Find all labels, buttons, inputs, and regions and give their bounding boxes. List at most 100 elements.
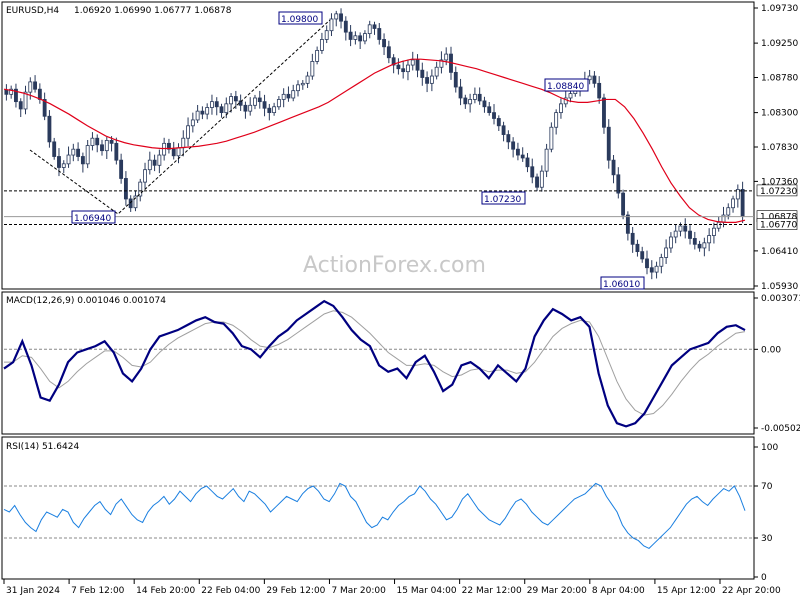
macd-tick-label: 0.003071 xyxy=(761,294,800,304)
macd-chart xyxy=(3,299,754,428)
moving-average-line xyxy=(3,58,746,223)
candle-body xyxy=(611,159,616,176)
candle-body xyxy=(315,50,320,62)
ohlc-readout: 1.06920 1.06990 1.06777 1.06878 xyxy=(74,6,232,16)
candle-body xyxy=(348,31,353,40)
candle-body xyxy=(525,157,530,168)
candle-body xyxy=(133,195,138,209)
x-tick-label: 22 Feb 04:00 xyxy=(201,586,260,596)
annotation-1.06940-box xyxy=(71,210,116,224)
candle-body xyxy=(382,39,386,48)
candle-body xyxy=(372,24,377,29)
candle-body xyxy=(4,89,9,95)
price-tick-label: 1.07360 xyxy=(761,177,798,187)
candle-body xyxy=(18,101,23,110)
annotation-1.06940-text: 1.06940 xyxy=(74,214,111,224)
candle-body xyxy=(248,104,253,112)
price-panel-frame xyxy=(1,1,755,290)
candle-body xyxy=(654,265,659,273)
candle-body xyxy=(711,227,716,236)
annotation-1.07230-box xyxy=(481,191,526,205)
candle-body xyxy=(559,103,563,114)
price-tick-label: 1.06410 xyxy=(761,247,798,257)
rsi-tick-label: 100 xyxy=(761,443,778,453)
candle-body xyxy=(434,66,439,77)
candle-body xyxy=(171,148,176,157)
candle-body xyxy=(339,13,343,22)
candle-body xyxy=(535,176,539,188)
candle-body xyxy=(319,39,324,51)
candle-body xyxy=(119,159,124,179)
candle-body xyxy=(291,90,296,99)
candle-body xyxy=(281,93,286,100)
candle-body xyxy=(520,154,525,159)
candle-body xyxy=(635,243,640,253)
candle-body xyxy=(406,64,410,73)
candle-body xyxy=(606,126,611,161)
candle-body xyxy=(276,99,281,108)
candle-body xyxy=(649,267,654,273)
annotation-1.08840-box xyxy=(544,78,589,92)
candle-body xyxy=(444,53,449,61)
candle-body xyxy=(515,148,520,156)
candle-body xyxy=(90,137,95,146)
candle-body xyxy=(66,154,71,165)
candle-body xyxy=(472,93,477,100)
price-level-tag: 1.07230 xyxy=(760,187,797,197)
candle-body xyxy=(224,103,229,114)
rsi-tick-label: 70 xyxy=(761,482,773,492)
candle-body xyxy=(334,13,339,20)
candle-body xyxy=(123,178,128,200)
x-tick-label: 22 Mar 12:00 xyxy=(462,586,522,596)
candle-body xyxy=(673,230,678,238)
candle-body xyxy=(152,159,157,166)
candle-body xyxy=(343,20,348,33)
annotation-1.08840-text: 1.08840 xyxy=(547,82,584,92)
candle-body xyxy=(329,18,334,32)
x-tick-label: 29 Mar 20:00 xyxy=(527,586,587,596)
candle-body xyxy=(128,198,133,209)
candle-body xyxy=(420,69,425,78)
candle-body xyxy=(477,93,482,102)
rsi-tick-label: 30 xyxy=(761,534,773,544)
candle-body xyxy=(664,247,669,258)
candle-body xyxy=(563,97,568,105)
candle-body xyxy=(176,147,181,157)
price-tick-label: 1.09730 xyxy=(761,4,798,14)
candle-body xyxy=(735,189,740,200)
macd-signal-line xyxy=(4,310,746,416)
candle-body xyxy=(61,163,66,168)
candle-body xyxy=(511,141,516,150)
macd-label: MACD(12,26,9) 0.001046 0.001074 xyxy=(6,296,166,306)
candle-body xyxy=(597,82,602,99)
macd-line xyxy=(3,299,746,428)
macd-tick-label: -0.005025 xyxy=(761,424,800,434)
candle-body xyxy=(367,24,372,35)
candle-body xyxy=(296,84,300,92)
candle-body xyxy=(363,33,367,42)
candle-body xyxy=(721,214,726,223)
annotation-1.09800-box xyxy=(278,11,323,25)
trend-lines xyxy=(29,19,331,215)
candle-body xyxy=(463,97,468,105)
x-tick-label: 29 Feb 12:00 xyxy=(266,586,325,596)
price-tick-label: 1.08780 xyxy=(761,74,798,84)
candle-body xyxy=(229,96,234,105)
x-tick-label: 15 Mar 04:00 xyxy=(397,586,457,596)
candle-body xyxy=(80,156,85,165)
candle-body xyxy=(487,106,492,114)
candle-body xyxy=(238,100,243,106)
candle-body xyxy=(602,97,606,128)
candle-body xyxy=(640,251,645,260)
candle-body xyxy=(233,96,238,102)
rsi-chart xyxy=(3,482,754,550)
x-tick-label: 7 Mar 20:00 xyxy=(331,586,386,596)
candle-body xyxy=(57,156,61,168)
candle-body xyxy=(138,181,143,197)
candle-body xyxy=(678,225,683,232)
rsi-label: RSI(14) 51.6424 xyxy=(6,442,79,452)
price-tick-label: 1.05930 xyxy=(761,282,798,292)
candle-body xyxy=(592,75,597,84)
annotation-1.06010-box xyxy=(600,276,645,290)
